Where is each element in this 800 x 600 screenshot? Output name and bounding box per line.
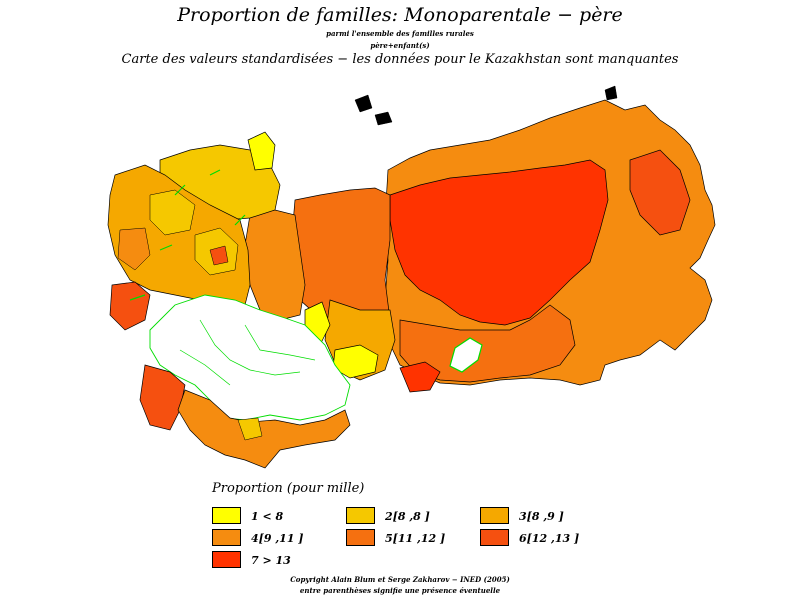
legend-label-5: 5[11 ,12 ] (385, 532, 446, 545)
region-baikal-red (399, 361, 441, 393)
legend-label-1: 1 < 8 (251, 510, 284, 523)
region-kazakhstan-missing (149, 294, 351, 421)
legend-label-6: 6[12 ,13 ] (519, 532, 580, 545)
region-east-siberia-red (389, 159, 609, 326)
legend-label-2: 2[8 ,8 ] (385, 510, 430, 523)
legend-title: Proportion (pour mille) (212, 481, 365, 496)
green-lake-boundaries (129, 169, 246, 301)
region-arctic-island-3 (604, 85, 618, 101)
legend-swatch-5 (346, 529, 375, 546)
legend-label-7: 7 > 13 (251, 554, 291, 567)
legend-swatch-6 (480, 529, 509, 546)
map-subtitle-note: Carte des valeurs standardisées − les do… (121, 52, 679, 67)
region-arctic-island-2 (374, 111, 393, 126)
map-subtitle-population: parmi l'ensemble des familles rurales (326, 29, 474, 38)
region-west-red (109, 281, 151, 331)
region-central-asia-yellow (237, 417, 263, 441)
region-kola-yellow (247, 131, 276, 171)
legend-swatch-2 (346, 507, 375, 524)
legend-swatch-7 (212, 551, 241, 568)
copyright-text: Copyright Alain Blum et Serge Zakharov −… (290, 575, 510, 584)
region-north-east-red (629, 149, 691, 236)
map-title: Proportion de familles: Monoparentale − … (177, 4, 623, 26)
region-european-orange-1 (117, 227, 151, 271)
region-european-yellow-1 (149, 189, 196, 236)
kazakhstan-internal-border (179, 319, 316, 386)
region-arctic-island-1 (354, 94, 373, 113)
region-urals (244, 209, 306, 321)
legend-label-3: 3[8 ,9 ] (519, 510, 564, 523)
legend-swatch-3 (480, 507, 509, 524)
region-caucasus (139, 364, 186, 431)
lake-baikal (449, 337, 483, 373)
legend-label-4: 4[9 ,11 ] (251, 532, 304, 545)
legend-swatch-1 (212, 507, 241, 524)
map-subtitle-category: père+enfant(s) (370, 41, 430, 50)
region-european-red-1 (209, 245, 229, 266)
footnote-text: entre parenthèses signifie une présence … (299, 586, 501, 595)
legend-swatch-4 (212, 529, 241, 546)
